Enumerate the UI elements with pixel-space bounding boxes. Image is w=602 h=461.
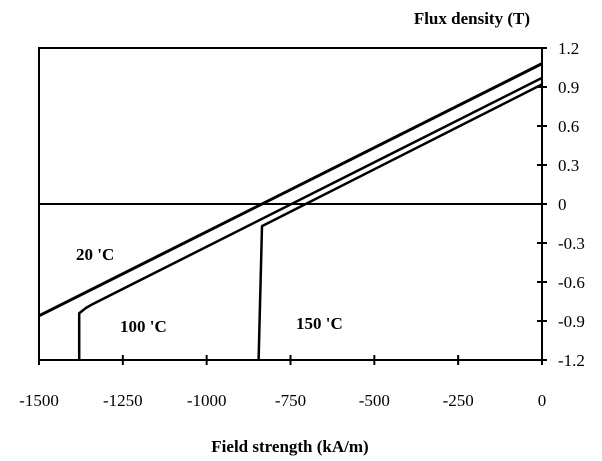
- y-tick-label: 0.9: [558, 78, 579, 97]
- y-tick-label: -0.6: [558, 273, 585, 292]
- series-label: 20 'C: [76, 245, 114, 264]
- x-tick-label: -500: [359, 391, 390, 410]
- series-line: [38, 62, 543, 318]
- y-axis-ticks: 1.2 0.9 0.6 0.3 0 -0.3 -0.6 -0.9 -1.2: [537, 39, 585, 370]
- series-label: 150 'C: [296, 314, 343, 333]
- series-label: 100 'C: [120, 317, 167, 336]
- series-lines: [38, 62, 543, 361]
- x-tick-label: -1000: [187, 391, 227, 410]
- x-tick-label: -250: [443, 391, 474, 410]
- x-tick-label: -1500: [19, 391, 59, 410]
- y-tick-label: -1.2: [558, 351, 585, 370]
- x-axis-title: Field strength (kA/m): [211, 437, 368, 456]
- series-line: [257, 83, 543, 361]
- x-tick-label: -1250: [103, 391, 143, 410]
- y-axis-title: Flux density (T): [414, 9, 530, 28]
- y-tick-label: 0.3: [558, 156, 579, 175]
- y-tick-label: 1.2: [558, 39, 579, 58]
- y-tick-label: 0: [558, 195, 567, 214]
- y-tick-label: -0.9: [558, 312, 585, 331]
- y-tick-label: 0.6: [558, 117, 579, 136]
- x-axis-ticks: -1500 -1250 -1000 -750 -500 -250 0: [19, 355, 546, 410]
- series-line: [77, 76, 543, 360]
- series-labels: 20 'C 100 'C 150 'C: [76, 245, 343, 336]
- x-tick-label: -750: [275, 391, 306, 410]
- x-tick-label: 0: [538, 391, 547, 410]
- y-tick-label: -0.3: [558, 234, 585, 253]
